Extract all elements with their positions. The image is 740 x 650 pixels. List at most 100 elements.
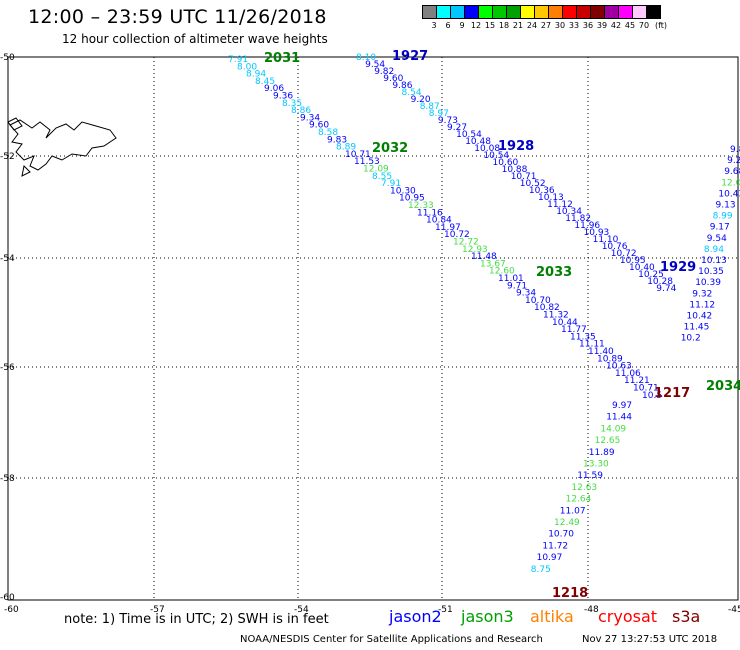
swh-value: 12.60 [489, 267, 515, 277]
swh-value: 8.54 [402, 88, 422, 98]
swh-value: 9.54 [365, 60, 385, 70]
swh-value: 11.11 [579, 340, 605, 350]
swh-value: 10.48 [465, 137, 491, 147]
swh-value: 11.01 [498, 274, 524, 284]
swh-value: 10.95 [399, 194, 425, 204]
swh-value: 10.82 [534, 303, 560, 313]
legend-unit: (ft) [654, 21, 668, 30]
swh-value: 10.71 [345, 150, 371, 160]
swh-value: 11.82 [565, 214, 591, 224]
swh-value: 10.35 [698, 267, 724, 277]
satellite-jason3: jason3 [461, 607, 514, 626]
swh-value: 12.72 [453, 238, 479, 248]
legend-label: 70 [638, 21, 650, 30]
units-note: note: 1) Time is in UTC; 2) SWH is in fe… [64, 612, 329, 627]
swh-value: 10.97 [537, 553, 563, 563]
swh-value: 8.00 [237, 62, 257, 72]
swh-value: 8.99 [713, 212, 733, 222]
swh-value: 9.73 [438, 116, 458, 126]
swh-value: 9.34 [516, 289, 536, 299]
swh-value: 11.06 [615, 369, 641, 379]
pass-label: 2032 [372, 141, 408, 156]
map-frame [7, 56, 739, 601]
swh-value: 11.89 [589, 448, 615, 458]
longitude-label: -45 [728, 605, 740, 615]
latitude-label: -54 [0, 254, 15, 264]
swh-value: 10.40 [629, 263, 655, 273]
footer-timestamp: Nov 27 13:27:53 UTC 2018 [582, 634, 718, 645]
pass-label: 2034 [706, 379, 740, 394]
latitude-label: -56 [0, 363, 15, 373]
longitude-label: -51 [438, 605, 453, 615]
swh-value: 11.45 [684, 323, 710, 333]
pass-label: 1217 [654, 386, 690, 401]
swh-value: 8.86 [291, 106, 311, 116]
swh-value: 11.53 [354, 157, 380, 167]
legend-label: 3 [431, 21, 437, 30]
swh-value: 10.28 [647, 277, 673, 287]
latitude-label: -50 [0, 53, 15, 63]
satellite-jason2: jason2 [389, 607, 442, 626]
swh-value: 8.55 [372, 172, 392, 182]
swh-value: 9.20 [411, 95, 431, 105]
swh-value: 8.35 [282, 99, 302, 109]
map-title: 12:00 – 23:59 UTC 11/26/2018 [28, 6, 327, 28]
latitude-label: -60 [0, 593, 15, 603]
swh-value: 10.71 [511, 172, 537, 182]
swh-value: 10.36 [529, 186, 555, 196]
swh-value: 9.83 [327, 135, 347, 145]
legend-label: 15 [484, 21, 496, 30]
pass-label: 1929 [660, 260, 696, 275]
swh-value: 8.10 [356, 53, 376, 63]
swh-value: 9.71 [507, 281, 527, 291]
swh-value: 11.16 [417, 208, 443, 218]
swh-value: 14.09 [600, 424, 626, 434]
longitude-label: -48 [584, 605, 599, 615]
swh-value: 13.67 [480, 259, 506, 269]
swh-value: 7.91 [381, 179, 401, 189]
legend-label: 6 [445, 21, 451, 30]
swh-value: 10.54 [456, 130, 482, 140]
swh-value: 10.43 [718, 189, 740, 199]
latitude-label: -52 [0, 152, 15, 162]
swh-value: 10.72 [444, 230, 470, 240]
pass-label: 1927 [392, 49, 428, 64]
falkland-islands-coastline [9, 119, 117, 171]
swh-value: 10.84 [426, 216, 452, 226]
swh-value: 11.12 [689, 300, 715, 310]
latitude-label: -58 [0, 474, 15, 484]
island-outline [7, 117, 23, 131]
swh-value: 9.36 [273, 92, 293, 102]
swh-value: 9.06 [264, 84, 284, 94]
legend-label: 21 [512, 21, 524, 30]
legend-label: 24 [526, 21, 538, 30]
swh-value: 11.12 [547, 200, 573, 210]
swh-value: 9.60 [383, 74, 403, 84]
satellite-s3a: s3a [672, 607, 701, 626]
swh-value: 12.93 [462, 245, 488, 255]
swh-value: 10.88 [502, 165, 528, 175]
swh-value: 9.86 [392, 81, 412, 91]
swh-value: 10.72 [611, 249, 637, 259]
legend-label: 42 [610, 21, 622, 30]
swh-value: 10.42 [687, 312, 713, 322]
longitude-label: -60 [4, 605, 19, 615]
swh-value: 10.54 [483, 151, 509, 161]
swh-value: 8.89 [336, 143, 356, 153]
swh-value: 10.39 [695, 278, 721, 288]
swh-value: 10.95 [620, 256, 646, 266]
swh-value: 12.05 [721, 178, 740, 188]
swh-value: 10.89 [597, 354, 623, 364]
swh-value: 11.32 [543, 311, 569, 321]
swh-value: 10.70 [525, 296, 551, 306]
swh-value: 10.76 [602, 242, 628, 252]
swh-value: 12.64 [566, 495, 592, 505]
swh-value: 9.34 [300, 113, 320, 123]
swh-value: 10.13 [538, 193, 564, 203]
swh-value: 12.49 [554, 518, 580, 528]
swh-value: 8.97 [429, 109, 449, 119]
legend-label: 36 [582, 21, 594, 30]
swh-value: 10.08 [474, 144, 500, 154]
footer-credit: NOAA/NESDIS Center for Satellite Applica… [240, 634, 543, 645]
